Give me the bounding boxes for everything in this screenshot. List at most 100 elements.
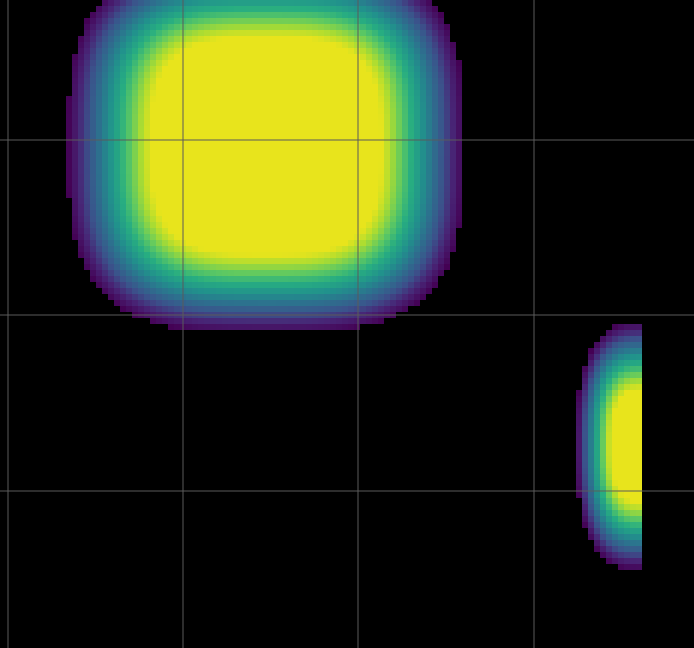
heatmap-cell — [192, 186, 198, 192]
heatmap-cell — [324, 174, 330, 180]
heatmap-cell — [330, 150, 336, 156]
heatmap-cell — [324, 162, 330, 168]
heatmap-cell — [318, 174, 324, 180]
heatmap-cell — [264, 288, 270, 294]
heatmap-cell — [150, 30, 156, 36]
heatmap-cell — [582, 414, 588, 420]
heatmap-cell — [72, 96, 78, 102]
heatmap-cell — [258, 6, 264, 12]
heatmap-cell — [84, 252, 90, 258]
heatmap-cell — [444, 156, 450, 162]
heatmap-cell — [582, 408, 588, 414]
heatmap-cell — [240, 90, 246, 96]
heatmap-cell — [414, 162, 420, 168]
heatmap-cell — [168, 36, 174, 42]
heatmap-cell — [354, 132, 360, 138]
heatmap-cell — [246, 60, 252, 66]
heatmap-cell — [294, 132, 300, 138]
heatmap-cell — [210, 114, 216, 120]
heatmap-cell — [444, 60, 450, 66]
heatmap-cell — [252, 120, 258, 126]
heatmap-cell — [114, 60, 120, 66]
heatmap-cell — [360, 90, 366, 96]
heatmap-cell — [402, 54, 408, 60]
heatmap-cell — [408, 210, 414, 216]
heatmap-cell — [90, 132, 96, 138]
heatmap-cell — [246, 174, 252, 180]
heatmap-cell — [432, 30, 438, 36]
heatmap-cell — [156, 0, 162, 6]
heatmap-cell — [318, 24, 324, 30]
heatmap-cell — [318, 192, 324, 198]
heatmap-cell — [246, 144, 252, 150]
heatmap-cell — [294, 210, 300, 216]
heatmap-cell — [234, 132, 240, 138]
heatmap-cell — [258, 114, 264, 120]
heatmap-cell — [306, 288, 312, 294]
heatmap-cell — [132, 234, 138, 240]
heatmap-cell — [270, 30, 276, 36]
heatmap-cell — [390, 276, 396, 282]
heatmap-cell — [600, 336, 606, 342]
heatmap-cell — [378, 72, 384, 78]
heatmap-cell — [210, 318, 216, 324]
heatmap-cell — [228, 18, 234, 24]
heatmap-cell — [432, 180, 438, 186]
heatmap-cell — [294, 30, 300, 36]
heatmap-cell — [192, 66, 198, 72]
heatmap-cell — [252, 96, 258, 102]
heatmap-cell — [96, 180, 102, 186]
heatmap-cell — [612, 510, 618, 516]
heatmap-cell — [426, 168, 432, 174]
heatmap-cell — [150, 90, 156, 96]
heatmap-cell — [144, 144, 150, 150]
heatmap-cell — [594, 486, 600, 492]
heatmap-cell — [450, 66, 456, 72]
heatmap-cell — [426, 138, 432, 144]
heatmap-cell — [222, 18, 228, 24]
heatmap-cell — [150, 288, 156, 294]
heatmap-cell — [396, 30, 402, 36]
heatmap-cell — [336, 66, 342, 72]
heatmap-cell — [366, 258, 372, 264]
heatmap-cell — [582, 456, 588, 462]
heatmap-cell — [210, 90, 216, 96]
heatmap-cell — [426, 132, 432, 138]
heatmap-cell — [588, 390, 594, 396]
heatmap-cell — [330, 138, 336, 144]
heatmap-cell — [138, 54, 144, 60]
heatmap-cell — [636, 408, 642, 414]
heatmap-cell — [132, 108, 138, 114]
heatmap-cell — [408, 204, 414, 210]
heatmap-cell — [426, 96, 432, 102]
heatmap-cell — [150, 42, 156, 48]
heatmap-cell — [198, 90, 204, 96]
heatmap-cell — [150, 138, 156, 144]
heatmap-cell — [360, 102, 366, 108]
heatmap-cell — [138, 156, 144, 162]
heatmap-cell — [222, 204, 228, 210]
heatmap-cell — [318, 306, 324, 312]
heatmap-cell — [342, 18, 348, 24]
heatmap-cell — [216, 204, 222, 210]
heatmap-cell — [282, 108, 288, 114]
heatmap-cell — [216, 288, 222, 294]
heatmap-cell — [210, 42, 216, 48]
heatmap-cell — [324, 48, 330, 54]
heatmap-cell — [150, 300, 156, 306]
heatmap-cell — [330, 306, 336, 312]
heatmap-cell — [402, 84, 408, 90]
heatmap-cell — [300, 210, 306, 216]
heatmap-cell — [84, 138, 90, 144]
heatmap-cell — [96, 72, 102, 78]
heatmap-cell — [354, 102, 360, 108]
heatmap-cell — [258, 90, 264, 96]
heatmap-cell — [156, 24, 162, 30]
heatmap-cell — [606, 396, 612, 402]
heatmap-cell — [612, 444, 618, 450]
heatmap-cell — [378, 0, 384, 6]
heatmap-cell — [582, 522, 588, 528]
heatmap-cell — [276, 72, 282, 78]
heatmap-cell — [450, 168, 456, 174]
heatmap-cell — [324, 30, 330, 36]
